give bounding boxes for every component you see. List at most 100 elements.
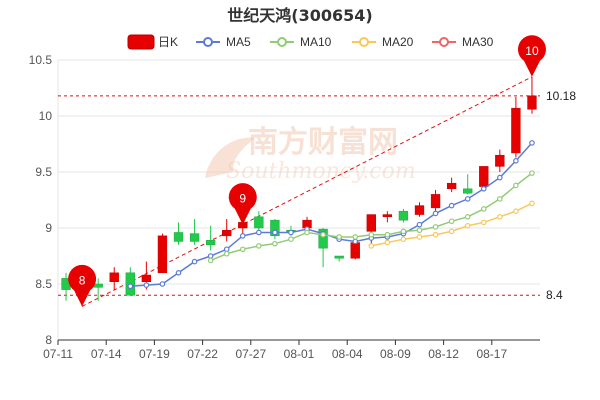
ma10-point bbox=[432, 224, 439, 230]
y-tick-label: 8 bbox=[45, 333, 52, 347]
y-axis: 8 8.5 9 9.5 10 10.5 bbox=[29, 53, 53, 347]
ma5-point bbox=[352, 238, 359, 245]
ma10-point bbox=[448, 218, 455, 225]
y-tick-label: 9 bbox=[45, 221, 52, 235]
price-marker-pin-icon bbox=[517, 35, 546, 77]
ma10-point bbox=[256, 243, 262, 249]
candle-body bbox=[527, 95, 537, 110]
candle-body bbox=[173, 232, 184, 242]
ma5-point bbox=[513, 158, 519, 164]
legend-label: 日K bbox=[158, 35, 178, 49]
candle-body bbox=[495, 154, 505, 167]
reference-line-label: 8.4 bbox=[546, 288, 563, 302]
ma20-point bbox=[384, 239, 391, 246]
price-marker-label: 10 bbox=[525, 44, 539, 58]
ma5-point bbox=[416, 221, 423, 228]
ma20-point bbox=[448, 228, 455, 235]
candle-body bbox=[479, 166, 489, 187]
ma5-point bbox=[272, 229, 278, 236]
candle-body bbox=[430, 194, 441, 209]
ma10-point bbox=[239, 246, 246, 253]
ma20-point bbox=[464, 222, 471, 229]
legend-dot-icon bbox=[277, 37, 287, 47]
ma20-point bbox=[400, 236, 407, 243]
ma10-point bbox=[513, 182, 519, 189]
candle-body bbox=[109, 272, 119, 283]
candle-body bbox=[414, 205, 425, 215]
watermark-logo: 南方财富网 Southmoney.com bbox=[205, 125, 416, 184]
ma5-point bbox=[159, 281, 166, 287]
ma10-point bbox=[320, 231, 326, 238]
legend-dot-icon bbox=[439, 37, 449, 47]
ma10-point bbox=[272, 240, 278, 247]
x-tick-label: 07-27 bbox=[235, 347, 266, 361]
watermark-text: 南方财富网 bbox=[248, 125, 398, 160]
x-tick-label: 08-12 bbox=[428, 347, 459, 361]
x-tick-label: 07-11 bbox=[43, 347, 73, 361]
ma10-point bbox=[368, 231, 375, 238]
x-tick-label: 08-01 bbox=[284, 347, 315, 361]
watermark-swoosh-icon bbox=[205, 137, 255, 178]
legend-label: MA20 bbox=[382, 35, 414, 49]
x-tick-label: 07-14 bbox=[91, 347, 122, 361]
ma20-point bbox=[497, 214, 503, 220]
trend-line bbox=[81, 76, 533, 307]
candle-body bbox=[157, 235, 168, 274]
y-tick-label: 9.5 bbox=[35, 165, 52, 179]
ma10-point bbox=[384, 231, 391, 238]
candle-body bbox=[398, 210, 409, 221]
candle-body bbox=[270, 219, 280, 237]
x-tick-label: 07-22 bbox=[187, 347, 218, 361]
candle-body bbox=[318, 228, 328, 249]
candle-body bbox=[366, 214, 376, 232]
legend[interactable]: 日K MA5 MA10 MA20 MA30 bbox=[127, 34, 494, 50]
legend-dot-icon bbox=[203, 37, 213, 47]
ma10-point bbox=[416, 227, 423, 234]
ma5-point bbox=[175, 269, 182, 276]
chart-title: 世纪天鸿(300654) bbox=[227, 6, 372, 25]
candle-body bbox=[446, 182, 457, 190]
ma5-point bbox=[256, 229, 262, 236]
ma5-point bbox=[448, 202, 455, 209]
ma10-point bbox=[529, 170, 535, 176]
ma5-point bbox=[480, 186, 487, 192]
legend-label: MA5 bbox=[226, 35, 251, 49]
reference-lines: 10.18 8.4 bbox=[58, 89, 576, 302]
legend-item-ma30[interactable]: MA30 bbox=[432, 35, 494, 49]
price-marker-pin-icon bbox=[68, 264, 97, 307]
ma20-point bbox=[513, 208, 519, 215]
ma20-point bbox=[480, 219, 487, 226]
price-markers: 8 9 10 bbox=[68, 35, 546, 307]
ma10-point bbox=[288, 236, 294, 243]
candle-body bbox=[463, 188, 473, 194]
ma5-point bbox=[432, 210, 439, 217]
watermark-subtext: Southmoney.com bbox=[226, 159, 416, 184]
ma10-point bbox=[336, 234, 342, 240]
legend-label: MA30 bbox=[462, 35, 494, 49]
legend-label: MA10 bbox=[300, 35, 332, 49]
legend-item-ma20[interactable]: MA20 bbox=[352, 35, 414, 49]
candle-body bbox=[205, 240, 216, 246]
legend-item-ma10[interactable]: MA10 bbox=[270, 35, 332, 49]
ma20-line bbox=[371, 202, 533, 247]
ma5-point bbox=[143, 282, 150, 288]
candle-body bbox=[222, 229, 232, 237]
candle-body bbox=[511, 107, 521, 154]
ma10-point bbox=[400, 228, 407, 235]
candle-body bbox=[382, 214, 393, 218]
price-marker-pin-icon bbox=[228, 183, 257, 225]
trend-line-path bbox=[81, 76, 533, 307]
price-marker-label: 9 bbox=[239, 192, 246, 206]
y-tick-label: 10.5 bbox=[29, 53, 53, 67]
legend-item-ma5[interactable]: MA5 bbox=[196, 35, 251, 49]
ma5-point bbox=[288, 229, 294, 236]
legend-candle-icon bbox=[127, 34, 155, 50]
x-tick-label: 08-09 bbox=[380, 347, 411, 361]
ma10-point bbox=[352, 234, 359, 240]
legend-item-日k[interactable]: 日K bbox=[127, 34, 178, 50]
x-tick-label: 08-04 bbox=[332, 347, 363, 361]
y-tick-label: 10 bbox=[39, 109, 53, 123]
ma10-point bbox=[464, 214, 471, 220]
x-tick-label: 08-17 bbox=[476, 347, 507, 361]
